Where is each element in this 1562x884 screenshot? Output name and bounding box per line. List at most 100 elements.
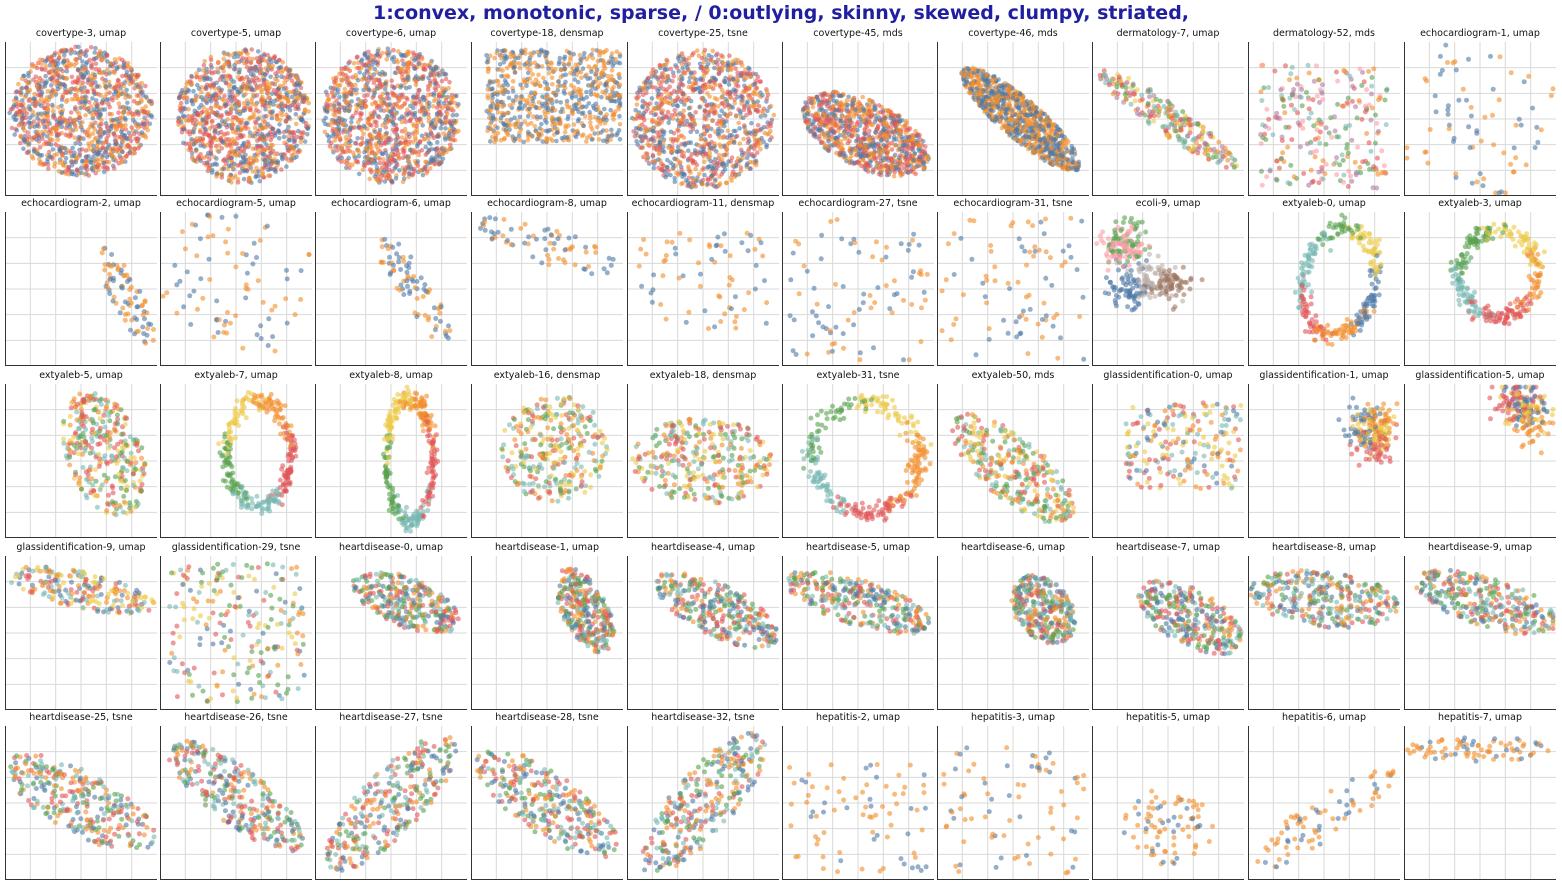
scatter-point <box>602 91 608 96</box>
scatter-point <box>662 169 668 174</box>
scatter-point <box>592 64 597 70</box>
scatter-point <box>83 53 89 58</box>
scatter-point <box>568 54 573 60</box>
scatter-point <box>737 126 742 131</box>
scatter-point <box>349 82 355 88</box>
scatter-point <box>280 60 286 65</box>
scatter-point <box>394 102 399 108</box>
scatter-point <box>10 106 15 112</box>
scatter-point <box>717 82 723 88</box>
scatter-point <box>537 53 542 58</box>
scatter-point <box>634 116 639 121</box>
scatter-point <box>57 160 62 166</box>
scatter-point <box>449 105 454 111</box>
scatter-point <box>579 133 585 138</box>
scatter-point <box>306 109 311 114</box>
scatter-point <box>250 78 255 83</box>
scatter-point <box>69 48 74 53</box>
scatter-point <box>268 98 274 103</box>
scatter-point <box>203 70 209 76</box>
scatter-point <box>227 88 232 94</box>
scatter-point <box>367 167 373 172</box>
scatter-point <box>487 139 493 144</box>
scatter-point <box>608 95 614 101</box>
scatter-point <box>258 55 263 61</box>
scatter-point <box>263 72 268 78</box>
scatter-point <box>492 55 497 61</box>
scatter-point <box>746 107 752 113</box>
scatter-point <box>407 118 413 123</box>
scatter-point <box>634 102 640 107</box>
scatter-point <box>421 97 427 103</box>
scatter-point <box>56 169 62 174</box>
scatter-point <box>253 174 258 180</box>
scatter-point <box>394 162 400 168</box>
scatter-point <box>35 129 40 135</box>
scatter-point <box>525 137 531 143</box>
scatter-point <box>543 86 549 92</box>
scatter-point <box>119 132 125 137</box>
scatter-point <box>355 119 361 125</box>
scatter-point <box>510 98 516 103</box>
scatter-point <box>212 134 217 140</box>
scatter-point <box>423 152 429 157</box>
scatter-point <box>25 81 30 86</box>
scatter-point <box>247 161 252 167</box>
scatter-point <box>227 155 233 160</box>
scatter-point <box>286 158 292 163</box>
scatter-point <box>359 77 365 82</box>
scatter-point <box>87 124 93 130</box>
scatter-point <box>426 147 432 153</box>
scatter-point <box>500 68 505 73</box>
scatter-point <box>227 150 232 155</box>
scatter-point <box>87 132 92 137</box>
scatter-point <box>60 68 66 74</box>
scatter-point <box>143 83 148 89</box>
scatter-point <box>362 159 367 165</box>
scatter-point <box>116 78 121 84</box>
scatter-point <box>709 146 714 151</box>
scatter-point <box>420 172 426 178</box>
scatter-point <box>705 165 710 170</box>
scatter-point <box>269 110 274 115</box>
scatter-point <box>55 125 61 131</box>
scatter-point <box>116 101 122 106</box>
scatter-point <box>91 143 96 149</box>
scatter-point <box>387 167 392 173</box>
scatter-point <box>676 68 682 74</box>
scatter-point <box>719 95 724 100</box>
scatter-point <box>193 96 198 102</box>
scatter-point <box>442 86 448 91</box>
scatter-point <box>63 156 69 161</box>
scatter-point <box>196 67 202 73</box>
scatter-point <box>443 114 449 119</box>
scatter-point <box>450 133 456 138</box>
scatter-point <box>690 126 696 132</box>
scatter-point <box>221 158 226 163</box>
scatter-point <box>379 101 384 107</box>
scatter-point <box>276 135 282 141</box>
scatter-point <box>356 65 361 71</box>
scatter-point <box>664 74 670 80</box>
scatter-point <box>402 126 408 132</box>
scatter-point <box>641 114 646 119</box>
scatter-point <box>120 110 126 115</box>
scatter-point <box>564 101 570 107</box>
scatter-point <box>260 152 266 157</box>
scatter-point <box>293 87 299 93</box>
scatter-point <box>380 135 385 141</box>
scatter-point <box>83 164 89 169</box>
scatter-point <box>712 108 718 113</box>
scatter-point <box>176 95 182 101</box>
scatter-point <box>489 99 495 104</box>
scatter-point <box>566 114 571 119</box>
scatter-point <box>95 143 100 148</box>
scatter-point <box>434 119 440 125</box>
scatter-point <box>120 149 125 155</box>
scatter-point <box>439 78 445 84</box>
scatter-point <box>505 74 511 79</box>
scatter-point <box>539 64 545 69</box>
scatter-point <box>693 110 698 115</box>
scatter-point <box>47 127 53 133</box>
scatter-point <box>36 86 41 91</box>
